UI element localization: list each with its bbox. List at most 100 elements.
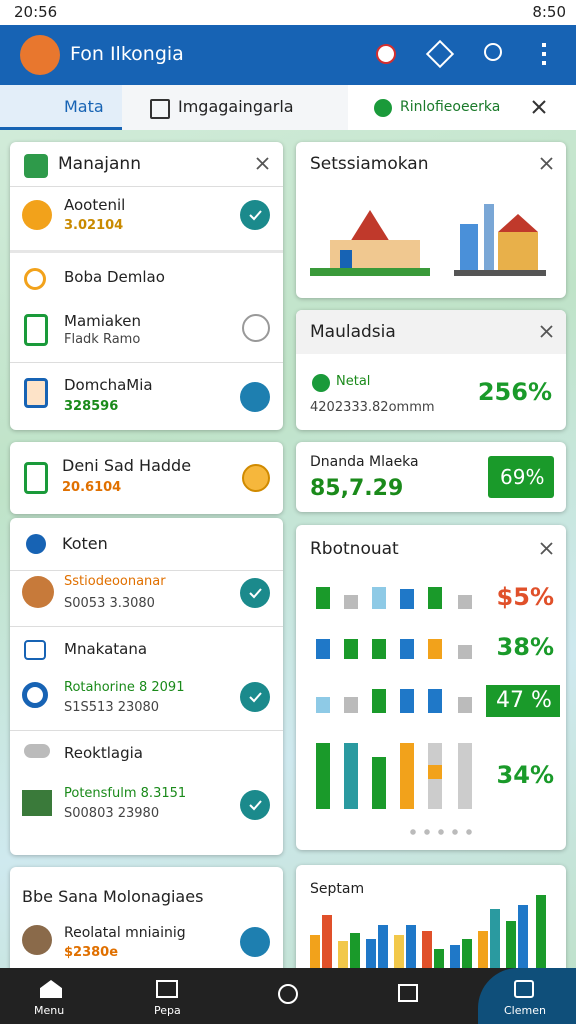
item-title[interactable]: Reoktlagia [64, 744, 143, 762]
divider [10, 626, 283, 627]
status-clock: 8:50 [532, 3, 566, 21]
item-title[interactable]: Reolatal mniainig [64, 925, 186, 941]
menu-button[interactable] [542, 43, 546, 65]
action-button[interactable] [240, 927, 270, 957]
card-icon [24, 462, 48, 494]
card-subtitle: 20.6104 [62, 480, 122, 495]
item-title[interactable]: Sstiodeoonanar [64, 574, 166, 589]
close-button[interactable] [256, 157, 269, 170]
tab-label[interactable]: Imgagaingarla [178, 97, 294, 116]
close-button[interactable] [540, 325, 553, 338]
nav-label[interactable]: Menu [34, 1004, 65, 1017]
app-bar: Fon Ilkongia [0, 25, 576, 85]
divider [10, 570, 283, 571]
status-time: 20:56 [14, 3, 58, 21]
item-title[interactable]: Boba Demlao [64, 268, 165, 286]
card: Bbe Sana Molonagiaes Reolatal mniainig $… [10, 867, 283, 977]
item-icon [22, 925, 52, 955]
alert-button[interactable] [376, 44, 396, 64]
item-subtitle: S1S513 23080 [64, 700, 160, 715]
item-icon [22, 200, 52, 230]
check-button[interactable] [240, 200, 270, 230]
card: Manajann Aootenil 3.02104 Boba Demlao Ma… [10, 142, 283, 430]
card-header [296, 310, 566, 354]
metric-value: 256% [477, 378, 552, 406]
item-icon [24, 640, 46, 660]
divider [10, 186, 283, 187]
search-button[interactable] [484, 43, 502, 61]
metric-badge: 69% [488, 456, 554, 498]
card: Setssiamokan [296, 142, 566, 298]
item-subtitle: Fladk Ramo [64, 332, 141, 347]
app-title: Fon Ilkongia [70, 43, 184, 65]
close-button[interactable] [532, 100, 546, 114]
tab-icon [374, 99, 392, 117]
card-title: Koten [62, 534, 108, 553]
metric-detail: 85,7.29 [310, 476, 404, 501]
check-button[interactable] [240, 790, 270, 820]
pager-dots[interactable] [406, 829, 476, 835]
item-title[interactable]: DomchaMia [64, 376, 153, 394]
bottom-nav: Menu Pepa Clemen [0, 968, 576, 1024]
progress-button[interactable] [242, 464, 270, 492]
card-title[interactable]: Deni Sad Hadde [62, 456, 192, 475]
card: Mauladsia Netal 4202333.82ommm 256% [296, 310, 566, 430]
nav-icon[interactable] [398, 984, 418, 1002]
close-button[interactable] [540, 542, 553, 555]
nav-active[interactable]: Clemen [478, 968, 576, 1024]
card-icon [26, 534, 46, 554]
divider [10, 730, 283, 731]
close-button[interactable] [540, 157, 553, 170]
item-icon [24, 314, 48, 346]
tab-label: Mata [64, 97, 104, 116]
check-button[interactable] [240, 578, 270, 608]
item-title[interactable]: Mamiaken [64, 312, 141, 330]
check-button[interactable] [240, 682, 270, 712]
card: Septam [296, 865, 566, 975]
tab-label: Rinlofieoeerka [400, 99, 501, 115]
row-value: $5% [496, 583, 554, 611]
row-value: 38% [496, 633, 554, 661]
item-title[interactable]: Rotahorine 8 2091 [64, 680, 185, 695]
item-subtitle: S00803 23980 [64, 806, 160, 821]
item-subtitle: 3.02104 [64, 218, 124, 233]
tab-active[interactable]: Mata [0, 85, 122, 130]
mini-chart [316, 587, 472, 809]
card-icon [24, 154, 48, 178]
action-button[interactable] [240, 382, 270, 412]
card-title: Setssiamokan [310, 154, 429, 174]
item-icon [24, 268, 46, 290]
nav-icon[interactable] [40, 980, 62, 998]
nav-label[interactable]: Pepa [154, 1004, 181, 1017]
nav-home[interactable] [278, 984, 298, 1004]
nav-icon[interactable] [156, 980, 178, 998]
favorites-button[interactable] [425, 39, 455, 69]
card: Deni Sad Hadde 20.6104 [10, 442, 283, 514]
divider [10, 250, 283, 253]
nav-icon [514, 980, 534, 998]
item-icon [22, 576, 54, 608]
card: Rbotnouat $5% 38% 47 % 34% [296, 525, 566, 850]
tab-icon [150, 99, 170, 119]
item-subtitle: 328596 [64, 399, 119, 414]
tab-panel[interactable]: Rinlofieoeerka [348, 85, 576, 130]
item-icon [24, 378, 48, 408]
item-title[interactable]: Potensfulm 8.3151 [64, 786, 187, 801]
item-title[interactable]: Aootenil [64, 196, 126, 214]
progress-button[interactable] [242, 314, 270, 342]
card: Dnanda Mlaeka 85,7.29 69% [296, 442, 566, 512]
item-icon [24, 744, 50, 758]
metric-icon [312, 374, 330, 392]
item-title[interactable]: Mnakatana [64, 640, 148, 658]
tab-bar: Mata Imgagaingarla Rinlofieoeerka [0, 85, 576, 130]
status-bar: 20:56 8:50 [0, 0, 576, 25]
card-title: Manajann [58, 154, 141, 174]
mini-chart [310, 895, 546, 969]
item-subtitle: S0053 3.3080 [64, 596, 155, 611]
card-title: Dnanda Mlaeka [310, 454, 419, 470]
item-icon [22, 682, 48, 708]
item-subtitle: $2380e [64, 945, 119, 960]
